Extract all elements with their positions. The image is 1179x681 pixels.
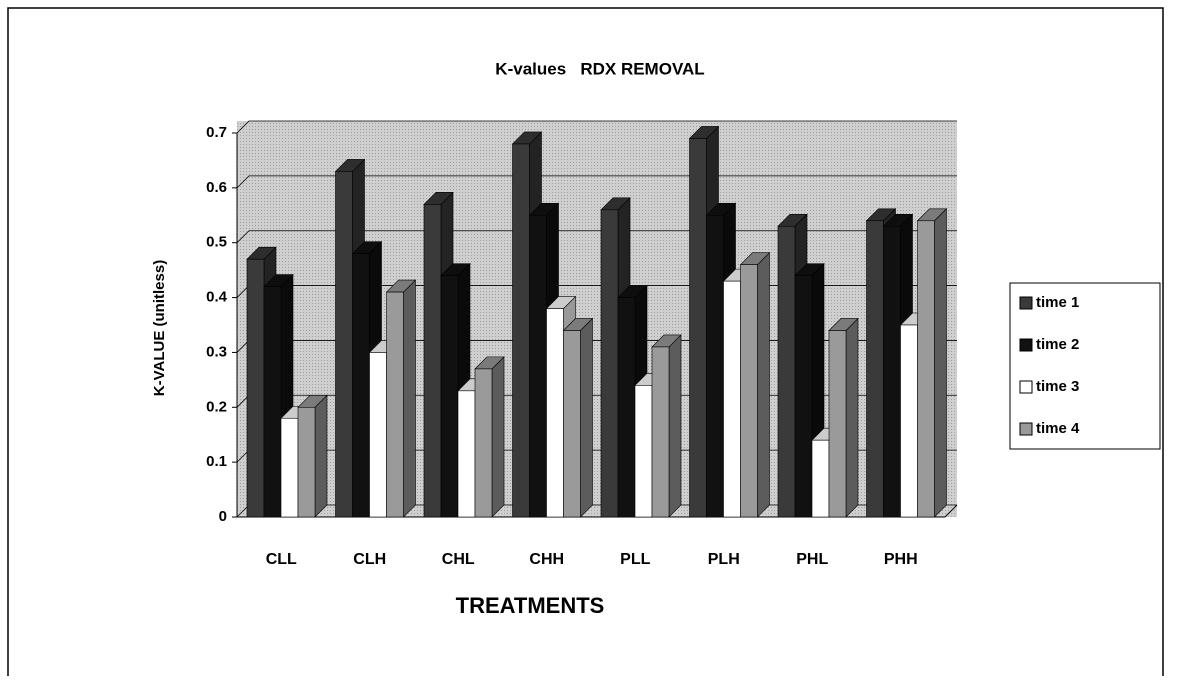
bar-side (491, 356, 505, 518)
chart-border (7, 7, 1164, 681)
bar (352, 253, 370, 518)
bar (866, 220, 884, 518)
legend-box (1009, 282, 1161, 450)
bar (777, 225, 796, 518)
x-tick-label: PHH (884, 551, 918, 568)
bar (740, 264, 758, 518)
y-tick-label: 0.1 (206, 453, 227, 470)
bar (474, 368, 493, 518)
bar (263, 286, 282, 518)
bar-side (314, 394, 328, 518)
bar-side (668, 334, 682, 518)
bar (280, 417, 299, 518)
x-tick-label: CHH (529, 551, 564, 568)
grid-line (236, 175, 957, 189)
bar (600, 209, 619, 518)
x-tick-label: PLH (708, 551, 740, 568)
y-tick-label: 0 (219, 508, 227, 525)
bar (246, 258, 265, 518)
bar (563, 330, 581, 518)
bar (440, 275, 459, 518)
bar (617, 297, 636, 518)
grid-line (236, 120, 957, 134)
y-tick-label: 0.4 (206, 289, 228, 306)
legend-swatch (1019, 422, 1033, 436)
bar (883, 225, 901, 518)
bar (689, 138, 707, 518)
legend-label: time 1 (1036, 294, 1079, 311)
bar (369, 352, 387, 518)
bar (529, 214, 547, 518)
bar (917, 220, 935, 518)
bar (512, 143, 530, 518)
bar (386, 291, 404, 518)
bar (706, 214, 724, 518)
x-tick-label: PHL (796, 551, 828, 568)
bar (335, 171, 353, 518)
bar (423, 204, 442, 518)
x-axis-title: TREATMENTS (456, 593, 605, 618)
bar (828, 330, 847, 518)
bar (794, 275, 813, 518)
y-tick-label: 0.3 (206, 343, 227, 360)
legend-label: time 4 (1036, 420, 1080, 437)
bar-side (757, 251, 770, 518)
x-tick-label: CHL (442, 551, 475, 568)
x-tick-label: CLH (353, 551, 386, 568)
bar (546, 308, 564, 518)
legend-label: time 2 (1036, 336, 1079, 353)
bar (651, 346, 670, 518)
y-axis-title: K-VALUE (unitless) (151, 260, 168, 396)
legend-swatch (1019, 338, 1033, 352)
bar (634, 385, 653, 518)
y-tick-label: 0.7 (206, 124, 227, 141)
legend-label: time 3 (1036, 378, 1079, 395)
x-tick-label: PLL (620, 551, 650, 568)
y-tick-label: 0.2 (206, 398, 227, 415)
bar (723, 280, 741, 518)
legend-swatch (1019, 296, 1033, 310)
bar (297, 406, 316, 518)
chart-title: K-values RDX REMOVAL (495, 59, 704, 78)
x-tick-label: CLL (266, 551, 297, 568)
bar-side (845, 317, 859, 518)
legend-swatch (1019, 380, 1033, 394)
bar (811, 439, 830, 518)
bar-side (934, 208, 947, 518)
y-tick-label: 0.5 (206, 234, 227, 251)
y-tick-label: 0.6 (206, 179, 227, 196)
bar-side (580, 317, 593, 518)
bar (457, 390, 476, 518)
bar (900, 324, 918, 518)
bar-side (403, 279, 416, 518)
